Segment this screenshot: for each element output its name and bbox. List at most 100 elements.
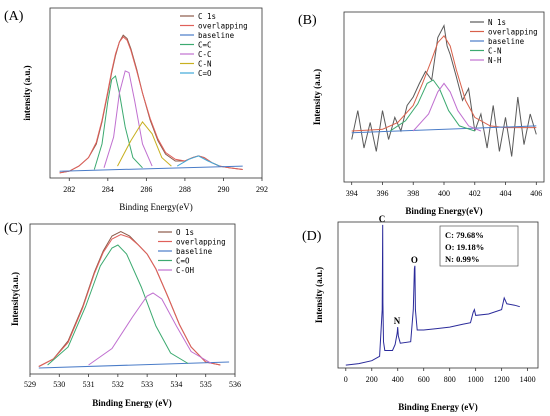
x-tick-label: 286 xyxy=(140,185,152,194)
panel-d-annotations: C N O xyxy=(379,214,418,326)
x-tick-label: 404 xyxy=(500,189,512,198)
series-line-overlapping xyxy=(38,233,221,367)
x-tick-label: 0 xyxy=(344,375,348,384)
legend-entry: O 1s xyxy=(176,228,194,237)
legend-entry: N 1s xyxy=(488,18,506,27)
panel-d-ylabel: Intensity (a.u.) xyxy=(314,267,324,323)
x-tick-label: 1400 xyxy=(520,375,536,384)
series-line-overlapping xyxy=(351,34,537,132)
x-tick-label: 400 xyxy=(438,189,450,198)
panel-c-frame xyxy=(29,223,236,375)
series-line-c-oh xyxy=(88,292,212,366)
panel-b-series xyxy=(351,24,537,157)
legend-entry: C-C xyxy=(198,50,212,59)
legend-entry: C=O xyxy=(176,257,190,266)
panel-d-frame xyxy=(337,221,539,369)
panel-c-xlabel: Binding Energy (eV) xyxy=(92,398,172,408)
legend-entry: C-OH xyxy=(176,266,195,275)
composition-c: C: 79.68% xyxy=(445,230,484,240)
x-tick-label: 292 xyxy=(256,185,268,194)
panel-a-label: (A) xyxy=(4,9,24,24)
peak-label: O xyxy=(411,255,418,265)
panel-d-label: (D) xyxy=(302,229,322,244)
panel-c-label: (C) xyxy=(4,221,23,236)
series-line-survey xyxy=(345,224,520,366)
x-tick-label: 535 xyxy=(200,380,212,389)
x-tick-label: 398 xyxy=(407,189,419,198)
legend-entry: overlapping xyxy=(176,238,226,247)
x-tick-label: 600 xyxy=(418,375,430,384)
peak-label: N xyxy=(394,316,401,326)
x-tick-label: 533 xyxy=(141,380,153,389)
x-tick-label: 400 xyxy=(392,375,404,384)
series-line-n-h xyxy=(412,82,482,132)
panel-b-label: (B) xyxy=(298,13,317,28)
series-line-overlapping xyxy=(59,36,243,174)
x-tick-label: 534 xyxy=(170,380,182,389)
legend-entry: C=C xyxy=(198,41,212,50)
panel-d-xlabel: Binding Energy (eV) xyxy=(398,402,478,412)
legend-entry: overlapping xyxy=(488,28,538,37)
legend-entry: C-N xyxy=(488,47,502,56)
series-line-c-1s xyxy=(59,34,243,174)
series-line-c-o xyxy=(47,244,189,366)
x-tick-label: 536 xyxy=(229,380,241,389)
panel-d-ticks: 0 200 400 600 800 1000 1200 1400 xyxy=(344,368,536,384)
x-tick-label: 282 xyxy=(63,185,75,194)
x-tick-label: 800 xyxy=(444,375,456,384)
panel-c: (C) Binding Energy (eV) Intensity(a.u.) … xyxy=(4,221,241,408)
legend-entry: C-N xyxy=(198,60,212,69)
panel-a-frame xyxy=(49,7,263,179)
legend-entry: N-H xyxy=(488,56,502,65)
series-line-c-c xyxy=(93,75,143,170)
panel-b-xlabel: Binding Energy(eV) xyxy=(405,206,482,216)
x-tick-label: 288 xyxy=(179,185,191,194)
composition-o: O: 19.18% xyxy=(445,242,484,252)
series-line-c-c xyxy=(103,70,153,168)
series-line-baseline xyxy=(59,165,243,172)
legend-entry: C=O xyxy=(198,69,212,78)
panel-c-ticks: 529 530 531 532 533 534 535 536 xyxy=(24,374,241,389)
series-line-c-o xyxy=(176,155,220,167)
x-tick-label: 290 xyxy=(217,185,229,194)
series-line-n-1s xyxy=(351,24,537,157)
legend-entry: baseline xyxy=(176,247,213,256)
series-line-c-n xyxy=(117,121,172,167)
panel-b-ylabel: Intensity (a.u.) xyxy=(312,69,322,125)
x-tick-label: 531 xyxy=(83,380,95,389)
panel-c-series xyxy=(38,230,230,369)
legend-entry: baseline xyxy=(488,37,525,46)
panel-d: (D) Binding Energy (eV) Intensity (a.u.)… xyxy=(302,214,539,412)
composition-n: N: 0.99% xyxy=(445,254,479,264)
x-tick-label: 396 xyxy=(376,189,388,198)
x-tick-label: 532 xyxy=(112,380,124,389)
x-tick-label: 1200 xyxy=(494,375,510,384)
legend-entry: baseline xyxy=(198,31,235,40)
x-tick-label: 200 xyxy=(366,375,378,384)
panel-b: (B) Binding Energy(eV) Intensity (a.u.) … xyxy=(298,11,545,216)
peak-label: C xyxy=(379,214,386,224)
x-tick-label: 1000 xyxy=(468,375,484,384)
series-line-baseline xyxy=(38,361,230,369)
series-line-baseline xyxy=(351,125,537,134)
series-line-c-n xyxy=(389,79,475,132)
panel-b-ticks: 394 396 398 400 402 404 406 xyxy=(346,182,542,198)
panel-a-ylabel: intensity (a.u.) xyxy=(22,65,32,120)
panel-a: (A) Binding Energy(eV) intensity (a.u.) … xyxy=(4,7,268,212)
x-tick-label: 284 xyxy=(102,185,114,194)
x-tick-label: 530 xyxy=(53,380,65,389)
legend-entry: overlapping xyxy=(198,22,248,31)
legend-entry: C 1s xyxy=(198,12,216,21)
x-tick-label: 394 xyxy=(346,189,358,198)
panel-c-ylabel: Intensity(a.u.) xyxy=(10,272,20,326)
x-tick-label: 402 xyxy=(469,189,481,198)
panel-a-xlabel: Binding Energy(eV) xyxy=(119,202,193,212)
panel-d-series xyxy=(345,224,520,366)
composition-box xyxy=(439,225,519,267)
x-tick-label: 529 xyxy=(24,380,36,389)
panel-a-ticks: 282 284 286 288 290 292 xyxy=(63,178,268,194)
